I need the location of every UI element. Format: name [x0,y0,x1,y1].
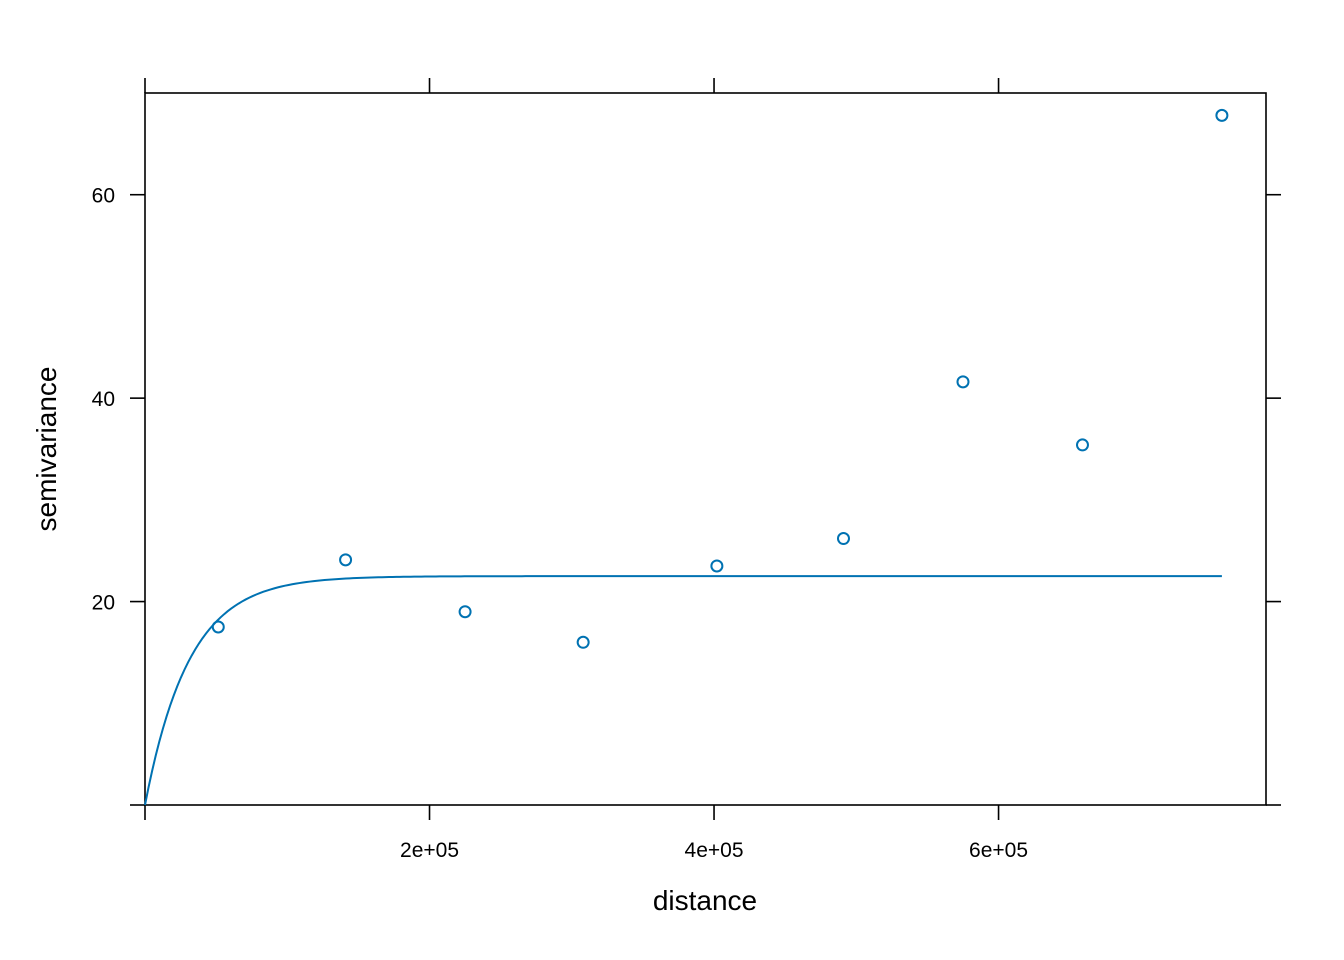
data-point [956,375,970,389]
y-tick-label: 40 [92,388,115,411]
data-point [576,635,590,649]
data-point [458,605,472,619]
y-tick-label: 60 [92,185,115,208]
x-tick-label: 4e+05 [685,839,744,862]
plot-frame-rect [144,92,1267,806]
data-point [710,559,724,573]
plot-frame [144,92,1267,806]
y-axis-title: semivariance [31,367,62,532]
x-axis-title: distance [653,885,757,916]
model-fit-line [144,575,1222,806]
points-layer [211,108,1229,649]
x-tick-label: 6e+05 [969,839,1028,862]
data-point [1075,438,1089,452]
data-point [836,532,850,546]
axis-tick-labels: 2e+05 4e+05 6e+05 20 40 60 [92,185,1028,862]
model-line-layer [144,575,1222,806]
axis-ticks [130,78,1281,820]
x-tick-label: 2e+05 [400,839,459,862]
data-point [339,553,353,567]
data-point [211,620,225,634]
y-tick-label: 20 [92,592,115,615]
data-point [1215,108,1229,122]
